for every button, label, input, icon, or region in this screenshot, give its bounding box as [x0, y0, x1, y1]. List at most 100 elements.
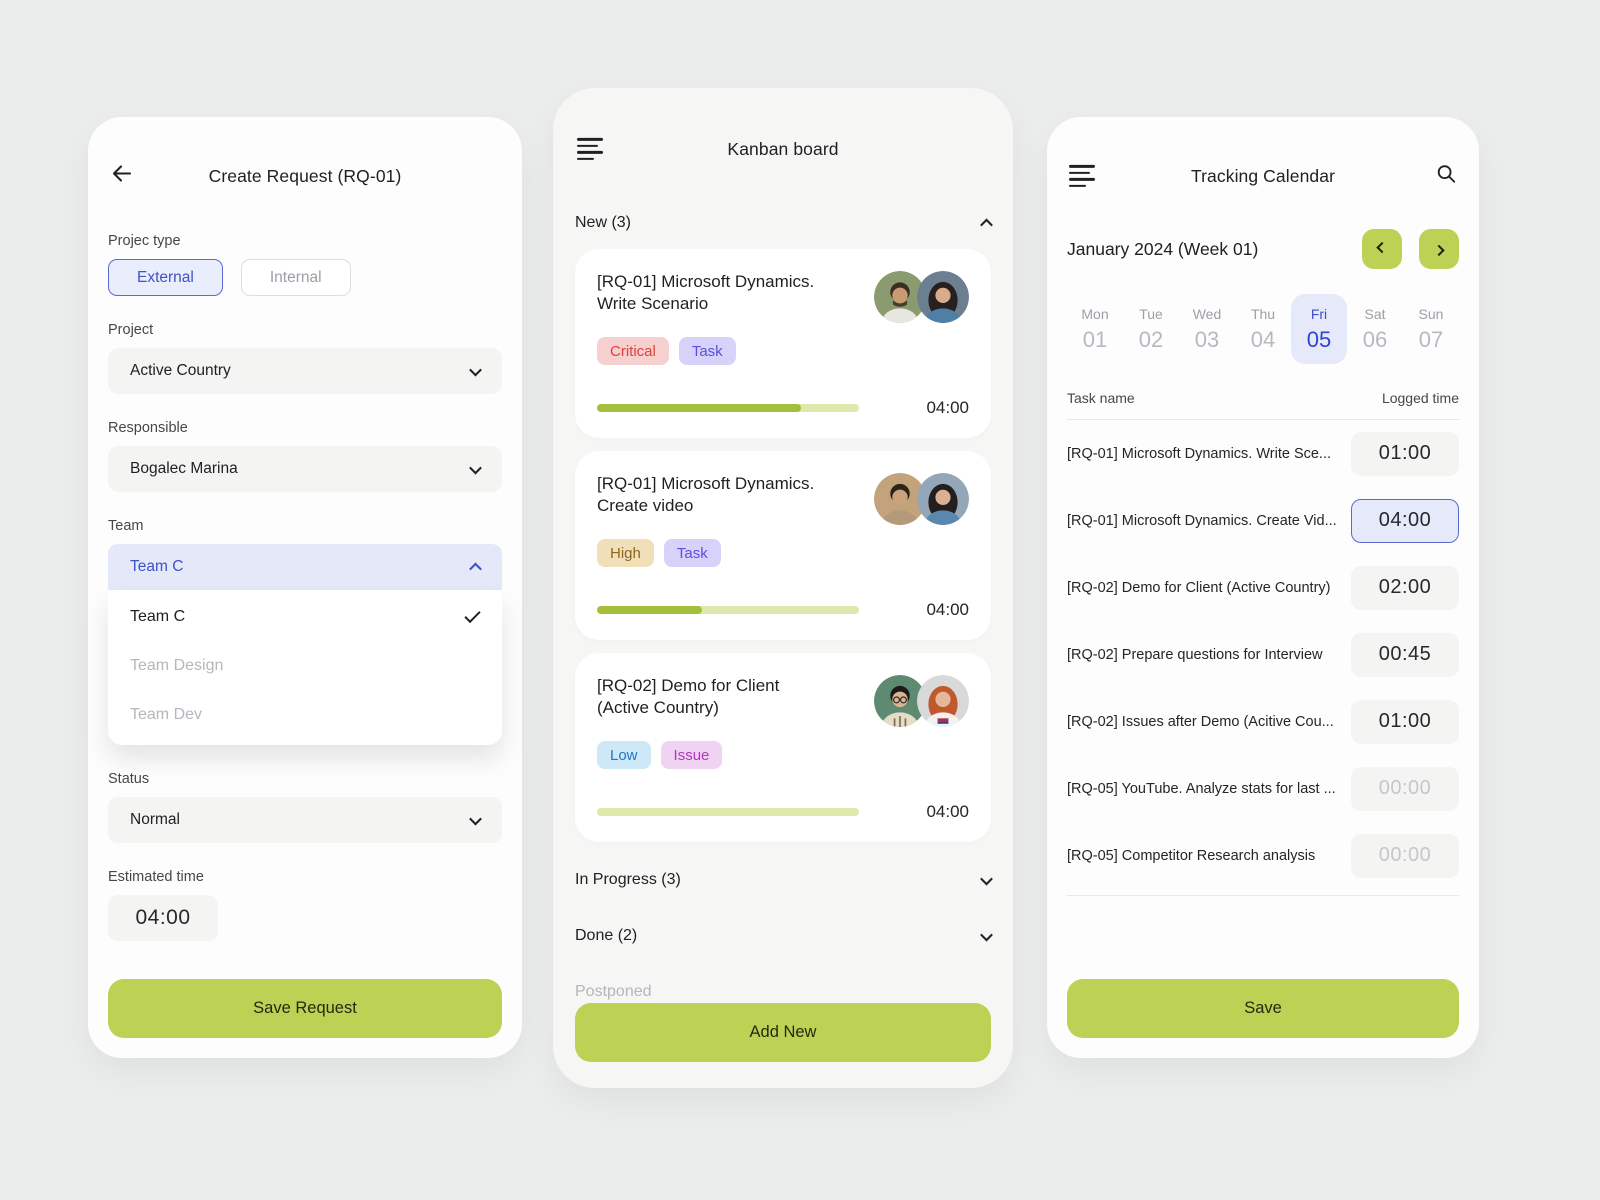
- chevron-down-icon: [469, 363, 482, 376]
- hamburger-menu-icon[interactable]: [1069, 164, 1095, 188]
- day-cell-wed[interactable]: Wed 03: [1192, 305, 1222, 352]
- kanban-panel: Kanban board New (3) [RQ-01] Microsoft D…: [553, 88, 1013, 1088]
- progress-bar: [597, 606, 859, 614]
- team-select[interactable]: Team C: [108, 544, 502, 590]
- project-type-external-button[interactable]: External: [108, 259, 223, 296]
- day-cell-thu[interactable]: Thu 04: [1250, 305, 1276, 352]
- kanban-card[interactable]: [RQ-01] Microsoft Dynamics. Create video: [575, 451, 991, 640]
- responsible-select-value: Bogalec Marina: [130, 460, 238, 477]
- logged-time-input[interactable]: 00:00: [1351, 766, 1459, 811]
- day-cell-mon[interactable]: Mon 01: [1081, 305, 1109, 352]
- priority-tag: Low: [597, 741, 651, 769]
- kanban-card[interactable]: [RQ-02] Demo for Client (Active Country): [575, 653, 991, 842]
- save-button[interactable]: Save: [1067, 979, 1459, 1038]
- task-name: [RQ-05] YouTube. Analyze stats for last …: [1067, 780, 1336, 797]
- table-row: [RQ-02] Prepare questions for Interview …: [1067, 621, 1459, 688]
- logged-time-input-selected[interactable]: 04:00: [1351, 498, 1459, 543]
- logged-time-input[interactable]: 01:00: [1351, 431, 1459, 476]
- status-select-value: Normal: [130, 811, 180, 828]
- team-option-label: Team Design: [130, 656, 224, 674]
- avatar-young-man: [874, 473, 926, 525]
- table-row: [RQ-05] YouTube. Analyze stats for last …: [1067, 755, 1459, 822]
- table-row: [RQ-01] Microsoft Dynamics. Write Sce...…: [1067, 420, 1459, 487]
- project-type-internal-button[interactable]: Internal: [240, 259, 351, 296]
- assignee-avatars: [874, 675, 969, 727]
- task-name: [RQ-02] Issues after Demo (Acitive Cou..…: [1067, 713, 1334, 730]
- task-name: [RQ-05] Competitor Research analysis: [1067, 847, 1316, 864]
- column-task-name: Task name: [1067, 390, 1135, 406]
- add-new-button[interactable]: Add New: [575, 1003, 991, 1062]
- back-arrow-icon[interactable]: [110, 162, 134, 191]
- project-type-toggle: External Internal: [108, 259, 502, 296]
- team-select-value: Team C: [130, 558, 184, 575]
- estimated-time-label: Estimated time: [108, 869, 204, 885]
- card-title: [RQ-01] Microsoft Dynamics. Write Scenar…: [597, 272, 815, 313]
- chevron-down-icon: [980, 928, 993, 941]
- type-tag: Issue: [660, 741, 723, 769]
- day-cell-fri-selected[interactable]: Fri 05: [1291, 294, 1347, 364]
- card-time: 04:00: [926, 398, 969, 417]
- section-label: New (3): [575, 214, 632, 231]
- day-cell-sat[interactable]: Sat 06: [1362, 305, 1388, 352]
- table-row: [RQ-02] Demo for Client (Active Country)…: [1067, 554, 1459, 621]
- type-tag: Task: [663, 539, 721, 567]
- table-row: [RQ-05] Competitor Research analysis 00:…: [1067, 822, 1459, 889]
- task-name: [RQ-01] Microsoft Dynamics. Write Sce...: [1067, 445, 1332, 462]
- tracking-header: Tracking Calendar: [1067, 161, 1459, 191]
- project-type-label: Projec type: [108, 233, 181, 249]
- team-option-team-design[interactable]: Team Design: [108, 641, 502, 690]
- kanban-section-postponed[interactable]: Postponed: [575, 964, 991, 1020]
- team-dropdown: Team C Team Design Team Dev: [108, 590, 502, 745]
- avatar-woman-red-hair: [917, 675, 969, 727]
- progress-bar: [597, 808, 859, 816]
- period-row: January 2024 (Week 01): [1067, 229, 1459, 269]
- table-row: [RQ-02] Issues after Demo (Acitive Cou..…: [1067, 688, 1459, 755]
- divider: [1067, 895, 1459, 896]
- team-option-label: Team Dev: [130, 705, 203, 723]
- week-strip: Mon 01 Tue 02 Wed 03 Thu 04 Fri 05 Sat 06 Sun 0…: [1067, 294, 1459, 364]
- hamburger-menu-icon[interactable]: [577, 137, 603, 161]
- save-request-button[interactable]: Save Request: [108, 979, 502, 1038]
- status-label: Status: [108, 771, 150, 787]
- kanban-header: Kanban board: [575, 134, 991, 164]
- team-option-team-dev[interactable]: Team Dev: [108, 690, 502, 739]
- kanban-section-in-progress[interactable]: In Progress (3): [575, 852, 993, 908]
- status-select[interactable]: Normal: [108, 797, 502, 843]
- page-title: Kanban board: [727, 138, 839, 159]
- type-tag: Task: [678, 337, 736, 365]
- chevron-down-icon: [469, 812, 482, 825]
- create-request-header: Create Request (RQ-01): [108, 161, 502, 191]
- chevron-up-icon: [469, 562, 482, 575]
- chevron-down-icon: [469, 461, 482, 474]
- team-option-label: Team C: [130, 607, 186, 625]
- project-select-value: Active Country: [130, 362, 231, 379]
- team-option-team-c[interactable]: Team C: [108, 592, 502, 641]
- search-icon[interactable]: [1435, 163, 1457, 190]
- responsible-select[interactable]: Bogalec Marina: [108, 446, 502, 492]
- card-tags: Low Issue: [597, 741, 969, 769]
- section-label: In Progress (3): [575, 871, 681, 888]
- day-cell-tue[interactable]: Tue 02: [1138, 305, 1164, 352]
- progress-bar: [597, 404, 859, 412]
- tracking-calendar-panel: Tracking Calendar January 2024 (Week 01)…: [1047, 117, 1479, 1058]
- create-request-panel: Create Request (RQ-01) Projec type Exter…: [88, 117, 522, 1058]
- chevron-up-icon: [980, 218, 993, 231]
- kanban-section-done[interactable]: Done (2): [575, 908, 993, 964]
- next-week-button[interactable]: [1419, 229, 1459, 269]
- logged-time-input[interactable]: 01:00: [1351, 699, 1459, 744]
- column-logged-time: Logged time: [1381, 390, 1459, 406]
- day-cell-sun[interactable]: Sun 07: [1418, 305, 1444, 352]
- kanban-card[interactable]: [RQ-01] Microsoft Dynamics. Write Scenar…: [575, 249, 991, 438]
- responsible-label: Responsible: [108, 420, 188, 436]
- prev-week-button[interactable]: [1362, 229, 1402, 269]
- estimated-time-input[interactable]: 04:00: [108, 895, 218, 941]
- kanban-section-new[interactable]: New (3): [575, 210, 993, 236]
- chevron-right-icon: [1433, 244, 1445, 257]
- period-title: January 2024 (Week 01): [1067, 238, 1259, 259]
- card-time: 04:00: [926, 802, 969, 821]
- project-select[interactable]: Active Country: [108, 348, 502, 394]
- logged-time-input[interactable]: 00:45: [1351, 632, 1459, 677]
- task-name: [RQ-02] Prepare questions for Interview: [1067, 646, 1323, 663]
- logged-time-input[interactable]: 02:00: [1351, 565, 1459, 610]
- logged-time-input[interactable]: 00:00: [1351, 833, 1459, 878]
